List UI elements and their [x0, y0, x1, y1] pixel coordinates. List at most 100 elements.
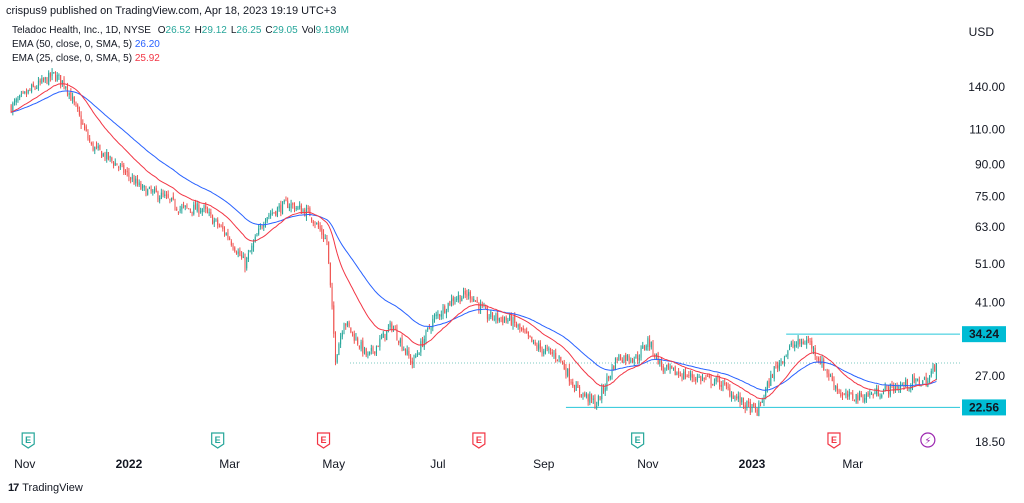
candle-body	[826, 369, 828, 374]
candle-body	[444, 306, 446, 313]
candle-body	[490, 311, 492, 317]
candle-body	[374, 351, 376, 354]
candle-body	[795, 344, 797, 346]
candle-body	[454, 300, 456, 303]
candle-body	[341, 332, 343, 337]
candle-body	[457, 295, 459, 300]
candle-body	[346, 321, 348, 326]
candle-body	[830, 375, 832, 377]
ohlc-key: O	[157, 25, 166, 36]
candle-body	[691, 374, 693, 378]
candle-body	[727, 386, 729, 389]
candle-body	[877, 388, 879, 397]
candle-body	[447, 302, 449, 311]
candle-body	[288, 206, 290, 209]
earnings-event-icon[interactable]	[472, 432, 486, 449]
candle-body	[548, 348, 550, 350]
candle-body	[307, 208, 309, 210]
price-tick-label: 140.00	[968, 80, 1005, 94]
candle-body	[845, 392, 847, 396]
candle-body	[73, 97, 75, 103]
candle-body	[326, 238, 328, 242]
ohlc-value: 29.12	[201, 25, 227, 36]
candle-body	[179, 208, 181, 212]
candle-body	[741, 397, 743, 403]
candle-body	[737, 395, 739, 399]
candle-body	[669, 366, 671, 370]
candle-body	[596, 405, 598, 407]
candle-body	[188, 208, 190, 210]
candle-body	[746, 400, 748, 408]
candle-body	[177, 211, 179, 213]
split-event-icon[interactable]	[920, 432, 936, 448]
candle-body	[44, 77, 46, 80]
candle-body	[194, 203, 197, 210]
candle-body	[609, 375, 611, 379]
event-markers[interactable]: E E E E E E ⚡	[21, 432, 936, 449]
candle-body	[464, 290, 466, 295]
candle-body	[555, 352, 557, 359]
ema-25-legend-row[interactable]: EMA (25, close, 0, SMA, 5) 25.92	[12, 52, 349, 66]
time-axis[interactable]: Nov 2022 Mar May Jul Sep Nov 2023 Mar	[14, 457, 863, 471]
candle-body	[372, 347, 374, 352]
candle-body	[29, 89, 31, 91]
candle-body	[488, 317, 490, 319]
tradingview-brand[interactable]: 17 TradingView	[8, 482, 83, 494]
candle-body	[19, 95, 21, 98]
earnings-event-icon[interactable]	[211, 432, 225, 449]
earnings-event-label: E	[476, 435, 482, 445]
candle-body	[469, 291, 471, 299]
candle-body	[766, 382, 768, 390]
earnings-event-icon[interactable]	[21, 432, 35, 449]
time-tick-label: 2022	[116, 457, 143, 471]
candle-body	[725, 383, 727, 387]
candle-body	[874, 392, 876, 395]
ohlc-key: H	[194, 25, 202, 36]
symbol-title[interactable]: Teladoc Health, Inc., 1D, NYSE	[12, 25, 151, 36]
candle-body	[242, 256, 244, 258]
candle-body	[17, 98, 19, 101]
candle-body	[486, 308, 488, 319]
candle-body	[922, 380, 924, 384]
ema-50-legend-row[interactable]: EMA (50, close, 0, SMA, 5) 26.20	[12, 38, 349, 52]
candle-body	[196, 203, 198, 211]
candle-body	[835, 385, 837, 389]
candle-body	[657, 353, 659, 365]
candle-body	[393, 328, 395, 330]
candle-body	[253, 242, 255, 248]
candle-body	[642, 345, 644, 349]
earnings-event-icon[interactable]	[827, 432, 841, 449]
candle-body	[336, 354, 338, 363]
candle-body	[862, 396, 864, 402]
price-level-badge	[962, 399, 1006, 416]
candle-body	[524, 331, 526, 333]
candle-body	[879, 396, 881, 398]
candle-body	[761, 400, 763, 403]
candle-body	[321, 228, 323, 235]
candle-body	[305, 208, 307, 218]
candle-body	[773, 366, 775, 379]
candle-body	[717, 376, 719, 379]
candle-body	[365, 348, 367, 356]
candle-body	[220, 225, 222, 227]
candle-body	[575, 384, 577, 391]
candle-body	[655, 353, 657, 357]
candle-body	[235, 252, 237, 254]
candle-body	[135, 178, 137, 184]
candle-body	[283, 200, 285, 202]
candle-body	[138, 182, 140, 186]
candle-body	[707, 375, 709, 377]
candle-body	[497, 313, 499, 321]
candle-body	[585, 393, 587, 397]
candle-body	[70, 92, 72, 101]
candle-body	[915, 378, 917, 382]
candle-body	[155, 188, 157, 193]
candle-body	[217, 219, 219, 226]
earnings-event-icon[interactable]	[631, 432, 645, 449]
publish-info: crispus9 published on TradingView.com, A…	[6, 5, 337, 17]
candle-body	[534, 342, 536, 345]
earnings-event-icon[interactable]	[316, 432, 331, 449]
candle-body	[297, 206, 299, 210]
price-axis[interactable]: 140.00 110.00 90.00 75.00 63.00 51.00 41.00 27.…	[968, 80, 1005, 449]
